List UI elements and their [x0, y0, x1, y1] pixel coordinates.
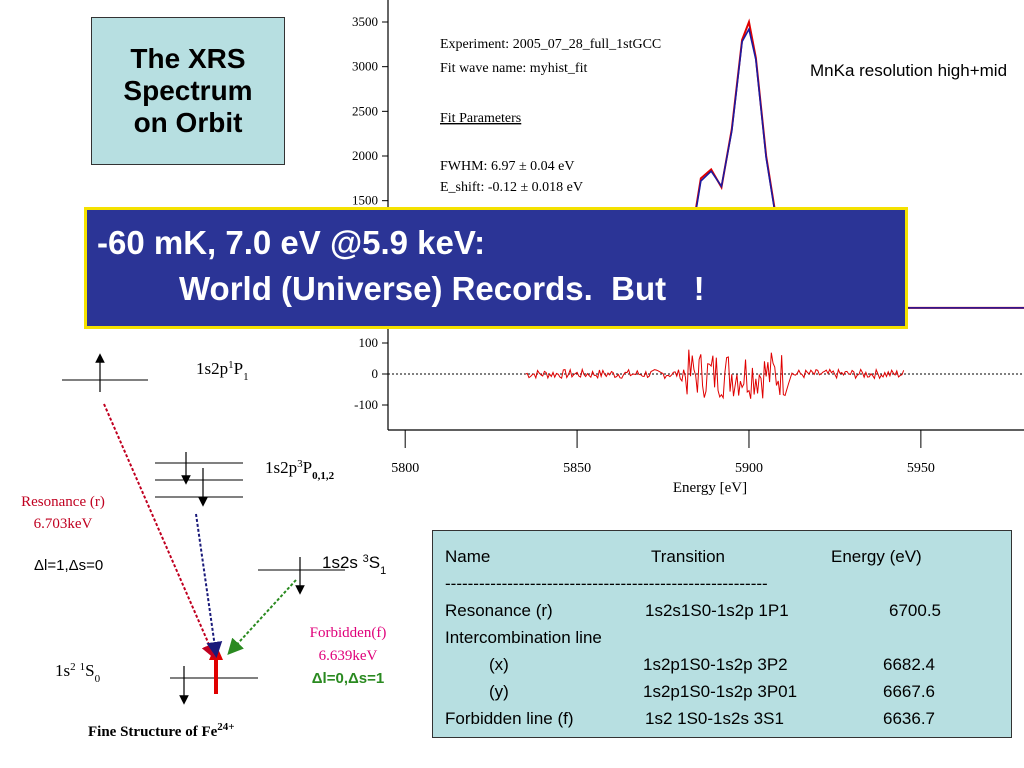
annotation-experiment: Experiment: 2005_07_28_full_1stGCC [440, 37, 661, 52]
forbidden-label: Forbidden(f) [310, 625, 387, 641]
resonance-label: Resonance (r) [21, 494, 105, 510]
residuals-series [525, 349, 905, 400]
label-1s2s-3s1: 1s2s 3S1 [322, 553, 386, 577]
header-energy: Energy (eV) [831, 547, 922, 566]
banner-dash: - [97, 224, 108, 261]
y-ticks-bottom: -100 0 100 [354, 335, 388, 412]
table-row: Forbidden line (f) 1s2 1S0-1s2s 3S1 6636… [445, 709, 935, 728]
forbidden-transition [227, 579, 297, 655]
label-ground-1s2-1s0: 1s2 1S0 [55, 661, 101, 685]
x-ticks: 5800 5850 5900 5950 [391, 430, 935, 476]
forbidden-energy: 6.639keV [319, 648, 378, 664]
resonance-rule: Δl=1,Δs=0 [34, 557, 103, 574]
title-line3: on Orbit [133, 107, 243, 138]
level-1s2p-1p1 [62, 353, 148, 392]
forbidden-rule: Δl=0,Δs=1 [312, 670, 384, 687]
x-tick-label: 5900 [735, 461, 763, 476]
y-tick-label: 3500 [352, 14, 378, 29]
y-tick-label: -100 [354, 397, 378, 412]
table-row: Intercombination line [445, 628, 602, 647]
y-tick-label: 3000 [352, 59, 378, 74]
title-line2: Spectrum [123, 75, 253, 106]
label-1s2p-1p1: 1s2p1P1 [196, 359, 249, 383]
annotation-fit-params: Fit Parameters [440, 111, 521, 126]
transition-table: Name Transition Energy (eV) ------------… [432, 530, 1012, 738]
level-ground-1s2-1s0 [170, 644, 258, 705]
y-tick-label: 100 [359, 335, 379, 350]
y-tick-label: 1500 [352, 193, 378, 208]
table-header-row: Name Transition Energy (eV) [445, 543, 1011, 570]
y-tick-label: 0 [372, 366, 379, 381]
annotation-eshift: E_shift: -0.12 ± 0.018 eV [440, 180, 583, 195]
level-1s2p-3p012 [155, 452, 243, 507]
resonance-transition [103, 403, 217, 660]
label-1s2p-3p012: 1s2p3P0,1,2 [265, 458, 335, 482]
table-separator: ----------------------------------------… [445, 574, 768, 593]
y-tick-label: 2500 [352, 103, 378, 118]
x-axis-label: Energy [eV] [673, 480, 747, 496]
x-tick-label: 5850 [563, 461, 591, 476]
chart-title: MnKa resolution high+mid [810, 61, 1007, 80]
residuals-line [525, 349, 905, 400]
banner-line2: World (Universe) Records. But ! [179, 270, 705, 307]
intercombination-transition [195, 513, 223, 658]
title-line1: The XRS [130, 43, 246, 74]
banner-line1: 60 mK, 7.0 eV @5.9 keV: [108, 224, 486, 261]
ground-up-arrowhead [209, 644, 223, 660]
header-name: Name [445, 547, 491, 566]
title-box: The XRS Spectrum on Orbit [91, 17, 285, 165]
annotation-fwhm: FWHM: 6.97 ± 0.04 eV [440, 159, 574, 174]
records-banner: -60 mK, 7.0 eV @5.9 keV: World (Universe… [84, 207, 908, 329]
resonance-energy: 6.703keV [34, 516, 93, 532]
header-transition: Transition [651, 547, 726, 566]
x-tick-label: 5950 [907, 461, 935, 476]
x-tick-label: 5800 [391, 461, 419, 476]
table-row: (x) 1s2p1S0-1s2p 3P2 6682.4 [489, 655, 935, 674]
table-row: Resonance (r) 1s2s1S0-1s2p 1P1 6700.5 [445, 601, 941, 620]
y-tick-label: 2000 [352, 148, 378, 163]
table-row: (y) 1s2p1S0-1s2p 3P01 6667.6 [489, 682, 935, 701]
level-1s2s-3s1 [258, 557, 345, 595]
energy-level-diagram: 1s2p1P1 1s2p3P0,1,2 1s2s 3S1 1s2 1S0 Reso… [21, 353, 387, 740]
annotation-fit-wave: Fit wave name: myhist_fit [440, 61, 587, 76]
diagram-caption: Fine Structure of Fe24+ [88, 721, 235, 740]
